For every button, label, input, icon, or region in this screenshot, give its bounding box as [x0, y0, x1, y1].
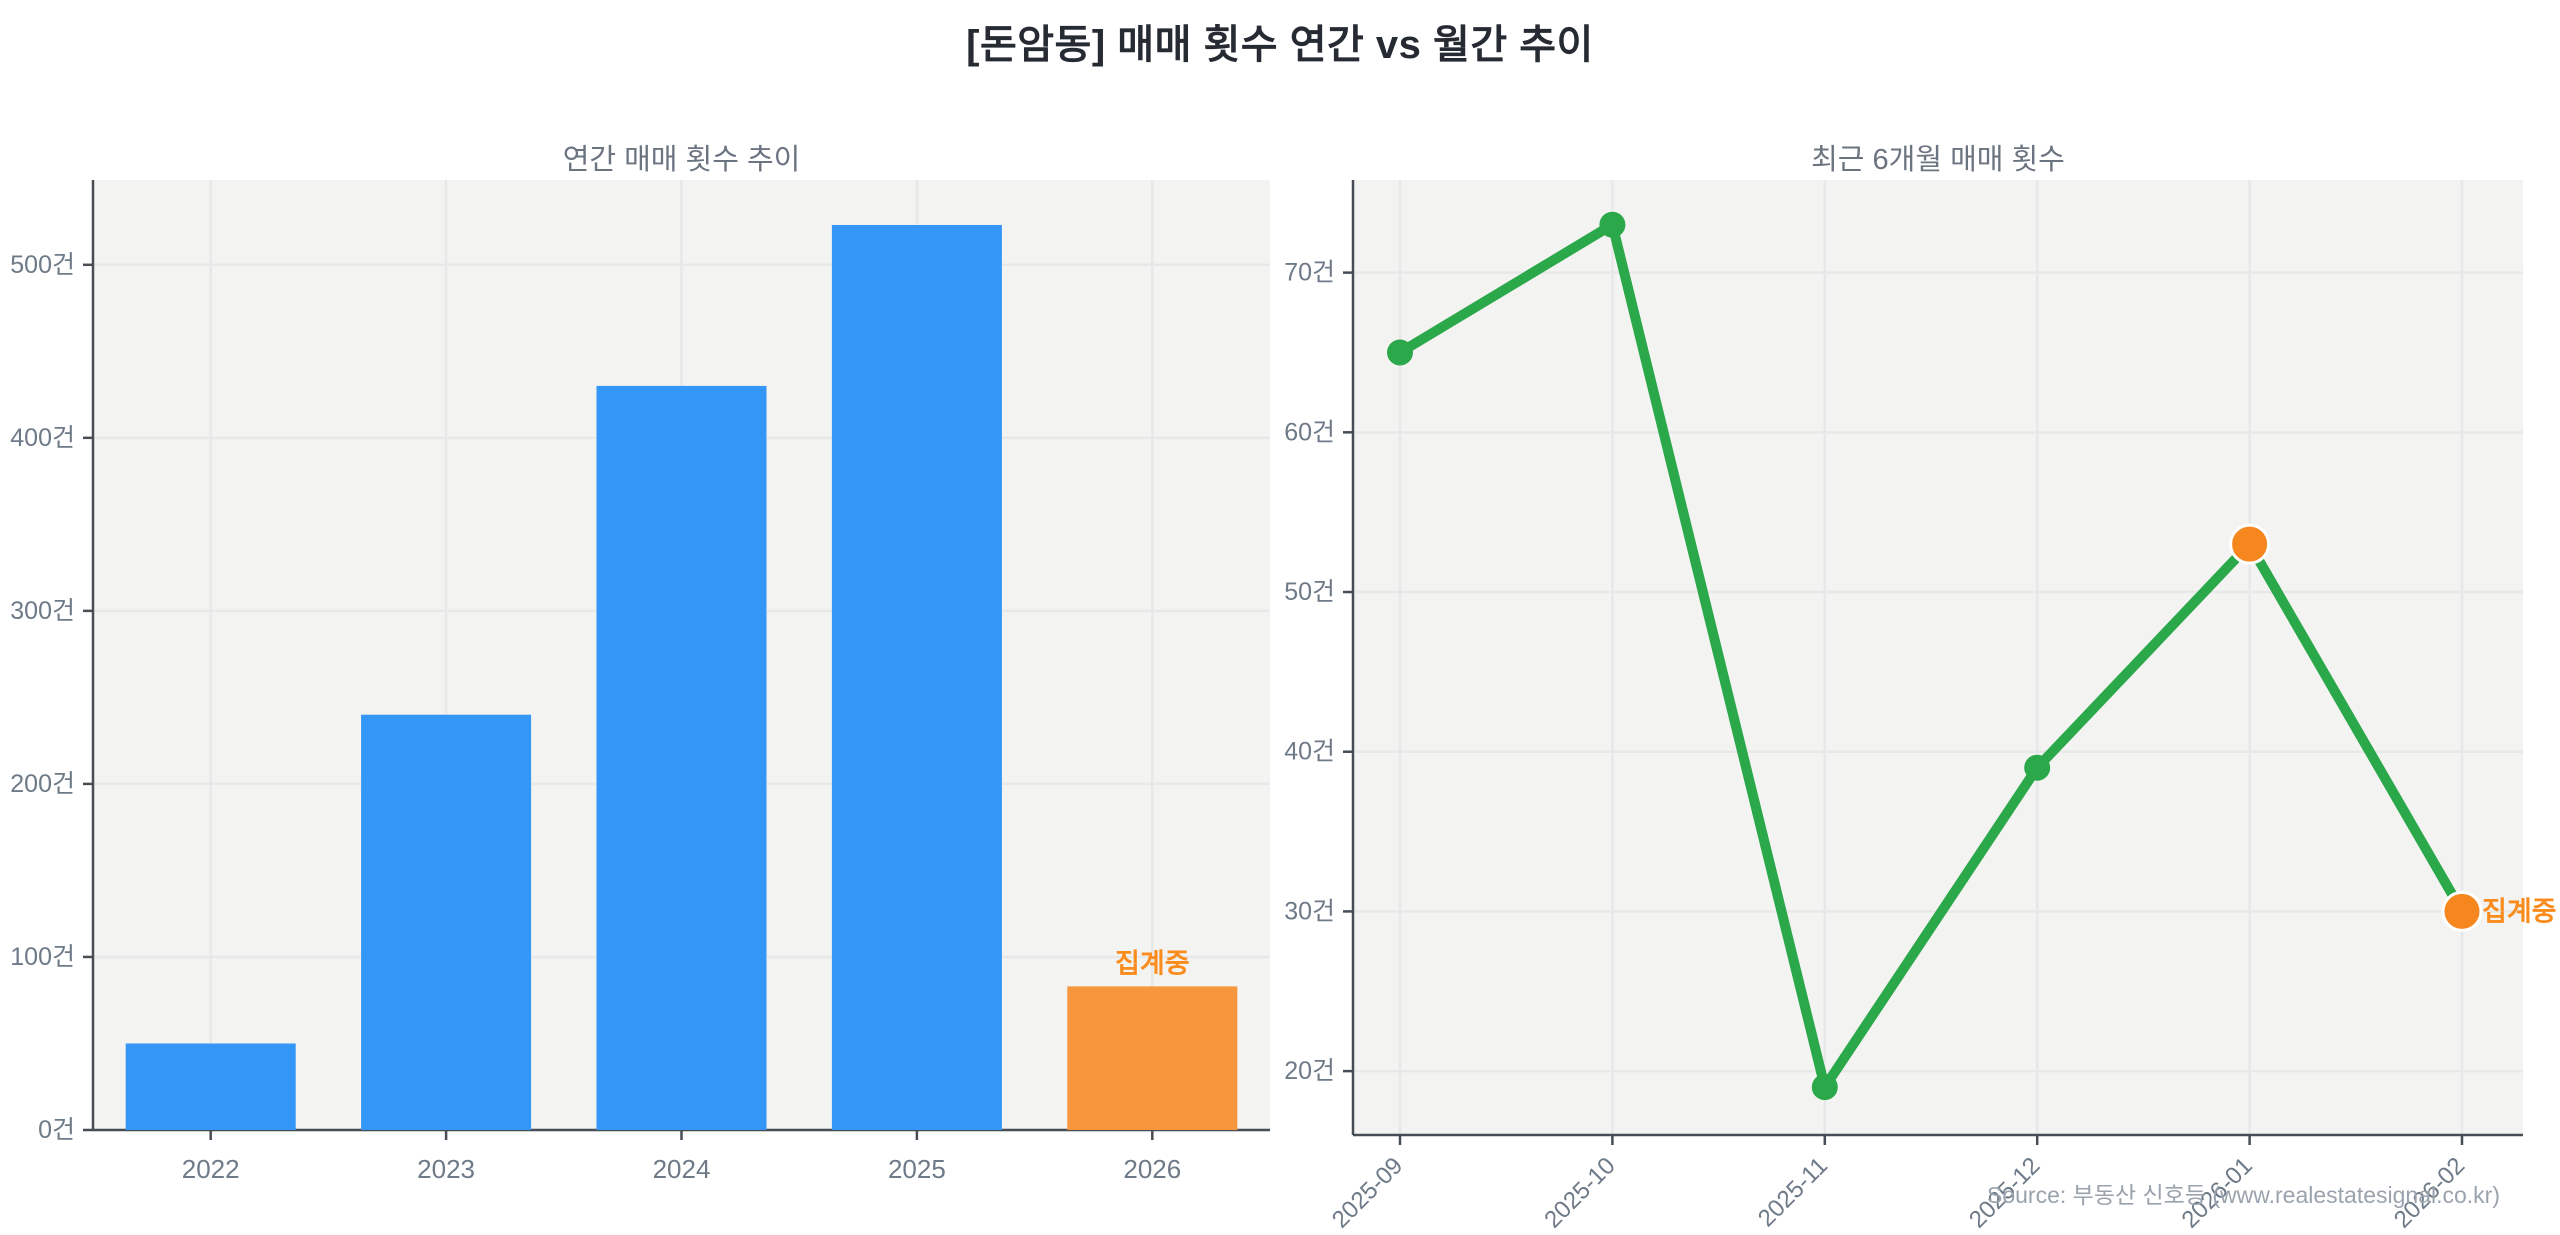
point-2025-12 — [2024, 754, 2051, 781]
bar-2023 — [361, 714, 532, 1130]
point-2026-01 — [2229, 523, 2271, 565]
y-tick-label: 70건 — [1284, 259, 1335, 287]
line-chart-title: 최근 6개월 매매 횟수 — [1811, 144, 2065, 176]
point-2025-10 — [1599, 211, 1626, 238]
x-tick-label: 2025-10 — [1539, 1152, 1620, 1233]
bar-2022 — [125, 1043, 296, 1130]
y-tick-label: 400건 — [10, 424, 75, 452]
point-2025-11 — [1811, 1074, 1838, 1101]
x-tick-label: 2025-09 — [1327, 1152, 1408, 1233]
line-annotation: 집계중 — [2482, 896, 2557, 926]
x-tick-label: 2025-11 — [1753, 1152, 1833, 1232]
point-2026-02 — [2441, 890, 2483, 932]
bar-chart-title: 연간 매매 횟수 추이 — [562, 144, 801, 176]
x-tick-label: 2025 — [888, 1154, 946, 1184]
y-tick-label: 60건 — [1284, 418, 1335, 446]
bar-2026 — [1067, 986, 1238, 1130]
page-title: [돈암동] 매매 횟수 연간 vs 월간 추이 — [966, 23, 1594, 67]
trend-line — [1395, 219, 2467, 1093]
bar-2025 — [831, 224, 1002, 1130]
y-tick-label: 30건 — [1284, 897, 1335, 925]
x-tick-label: 2022 — [182, 1154, 240, 1184]
y-tick-label: 20건 — [1284, 1057, 1335, 1085]
y-tick-label: 40건 — [1284, 738, 1335, 766]
point-2025-09 — [1387, 339, 1413, 366]
bar-annotation: 집계중 — [1115, 948, 1190, 978]
annual-bar-chart: 0건 100건 200건 300건 400건 500건 2022 2023 2024 2025 20… — [10, 180, 1270, 1184]
y-tick-label: 300건 — [10, 597, 75, 625]
x-tick-label: 2023 — [417, 1154, 475, 1184]
source-label: Source: 부동산 신호등 (www.realestatesignal.co… — [1987, 1182, 2500, 1208]
y-tick-label: 500건 — [10, 251, 75, 279]
plot-area — [1353, 180, 2523, 1135]
bar-2024 — [596, 385, 767, 1130]
y-tick-label: 0건 — [38, 1116, 75, 1144]
x-tick-label: 2026 — [1123, 1154, 1181, 1184]
y-tick-label: 200건 — [10, 770, 75, 798]
x-tick-label: 2024 — [653, 1154, 711, 1184]
y-tick-label: 100건 — [10, 943, 75, 971]
y-tick-label: 50건 — [1284, 578, 1335, 606]
